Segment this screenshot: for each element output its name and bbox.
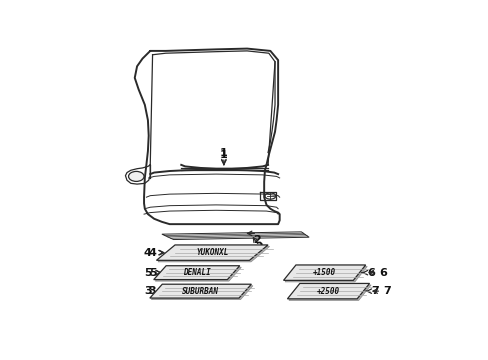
Polygon shape (153, 266, 239, 280)
Polygon shape (285, 266, 366, 282)
Text: 3: 3 (144, 286, 151, 296)
Text: DENALI: DENALI (183, 268, 210, 277)
Text: 6: 6 (378, 267, 386, 278)
Polygon shape (162, 232, 308, 239)
Text: 4: 4 (143, 248, 152, 258)
Polygon shape (151, 286, 252, 300)
Text: 7: 7 (370, 286, 378, 296)
Polygon shape (149, 284, 251, 298)
Text: 3: 3 (148, 286, 156, 296)
Ellipse shape (264, 193, 275, 199)
Text: 2: 2 (254, 242, 262, 252)
Text: 4: 4 (148, 248, 156, 258)
Polygon shape (288, 285, 370, 300)
Text: 7: 7 (382, 286, 390, 296)
Text: YUKONXL: YUKONXL (196, 248, 228, 257)
Text: 6: 6 (366, 267, 374, 278)
Text: 5: 5 (148, 267, 156, 278)
Polygon shape (287, 283, 369, 299)
Text: 2: 2 (253, 235, 261, 244)
Text: +2500: +2500 (316, 287, 339, 296)
Polygon shape (158, 247, 269, 262)
Ellipse shape (128, 171, 144, 181)
Text: +1500: +1500 (312, 268, 336, 277)
Text: 5: 5 (144, 267, 151, 278)
Text: SUBURBAN: SUBURBAN (182, 287, 219, 296)
Text: 1: 1 (220, 150, 227, 160)
Polygon shape (283, 265, 365, 280)
Text: 1: 1 (220, 148, 227, 158)
Polygon shape (156, 245, 267, 260)
Polygon shape (155, 267, 241, 281)
